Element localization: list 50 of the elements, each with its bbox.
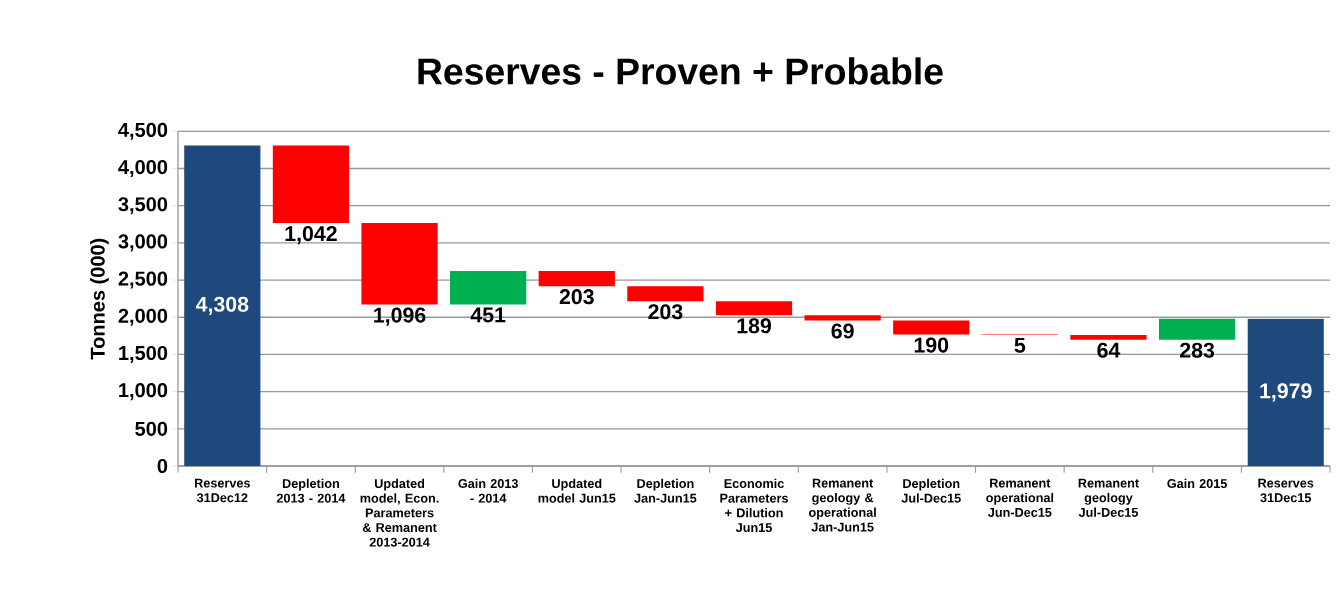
data-label: 189 <box>737 318 771 334</box>
bar <box>361 223 438 305</box>
y-tick-label: 2,000 <box>118 308 168 326</box>
data-label: 203 <box>559 289 594 305</box>
bar <box>450 271 527 305</box>
x-tick-label: Reserves 31Dec15 <box>1258 478 1314 503</box>
y-axis-title: Tonnes (000) <box>90 238 109 360</box>
x-tick-label: Remanent operational Jun-Dec15 <box>986 478 1054 517</box>
data-label: 190 <box>914 337 949 353</box>
x-tick-label: Updated model Jun15 <box>538 478 616 503</box>
x-tick-label: Gain 2013 - 2014 <box>458 478 518 503</box>
x-tick-label: Remanent geology & operational Jan-Jun15 <box>808 478 876 532</box>
data-label: 451 <box>470 307 506 323</box>
data-label: 1,042 <box>285 226 337 245</box>
y-tick-label: 2,500 <box>118 271 168 289</box>
data-label: 5 <box>1014 337 1026 353</box>
data-label: 64 <box>1097 342 1121 358</box>
bar <box>272 145 350 224</box>
x-tick-label: Depletion Jan-Jun15 <box>634 478 697 503</box>
y-tick-label: 0 <box>157 458 168 474</box>
data-label: 283 <box>1180 342 1215 358</box>
y-tick-label: 4,500 <box>118 122 168 140</box>
x-tick-label: Reserves 31Dec12 <box>194 478 250 503</box>
data-label: 1,979 <box>1260 383 1312 402</box>
y-tick-label: 3,000 <box>118 234 168 252</box>
y-tick-label: 1,000 <box>119 383 168 401</box>
bar <box>1158 318 1236 340</box>
y-tick-label: 3,500 <box>118 197 168 215</box>
x-tick-label: Updated model, Econ. Parameters & Remanent 2013-2014 <box>360 478 439 547</box>
bar <box>1247 318 1324 466</box>
x-tick-label: Depletion 2013 - 2014 <box>276 478 346 503</box>
bar <box>184 145 261 466</box>
x-tick-label: Depletion Jul-Dec15 <box>901 478 961 503</box>
bar <box>538 271 615 287</box>
y-tick-label: 4,000 <box>118 159 168 178</box>
data-label: 4,308 <box>195 296 249 315</box>
chart-title: Reserves - Proven + Probable <box>418 57 943 85</box>
bar <box>627 286 704 302</box>
bar <box>804 315 881 321</box>
bar <box>1070 334 1147 340</box>
x-tick-label: Remanent geology Jul-Dec15 <box>1078 478 1139 517</box>
x-tick-label: Gain 2015 <box>1167 478 1227 489</box>
data-label: 69 <box>831 323 854 339</box>
bar <box>893 320 970 335</box>
y-tick-label: 500 <box>135 421 168 436</box>
data-label: 1,096 <box>374 307 426 326</box>
x-tick-label: Economic Parameters + Dilution Jun15 <box>720 478 788 533</box>
y-tick-label: 1,500 <box>119 345 168 363</box>
data-label: 203 <box>648 304 683 320</box>
bar <box>715 301 793 316</box>
